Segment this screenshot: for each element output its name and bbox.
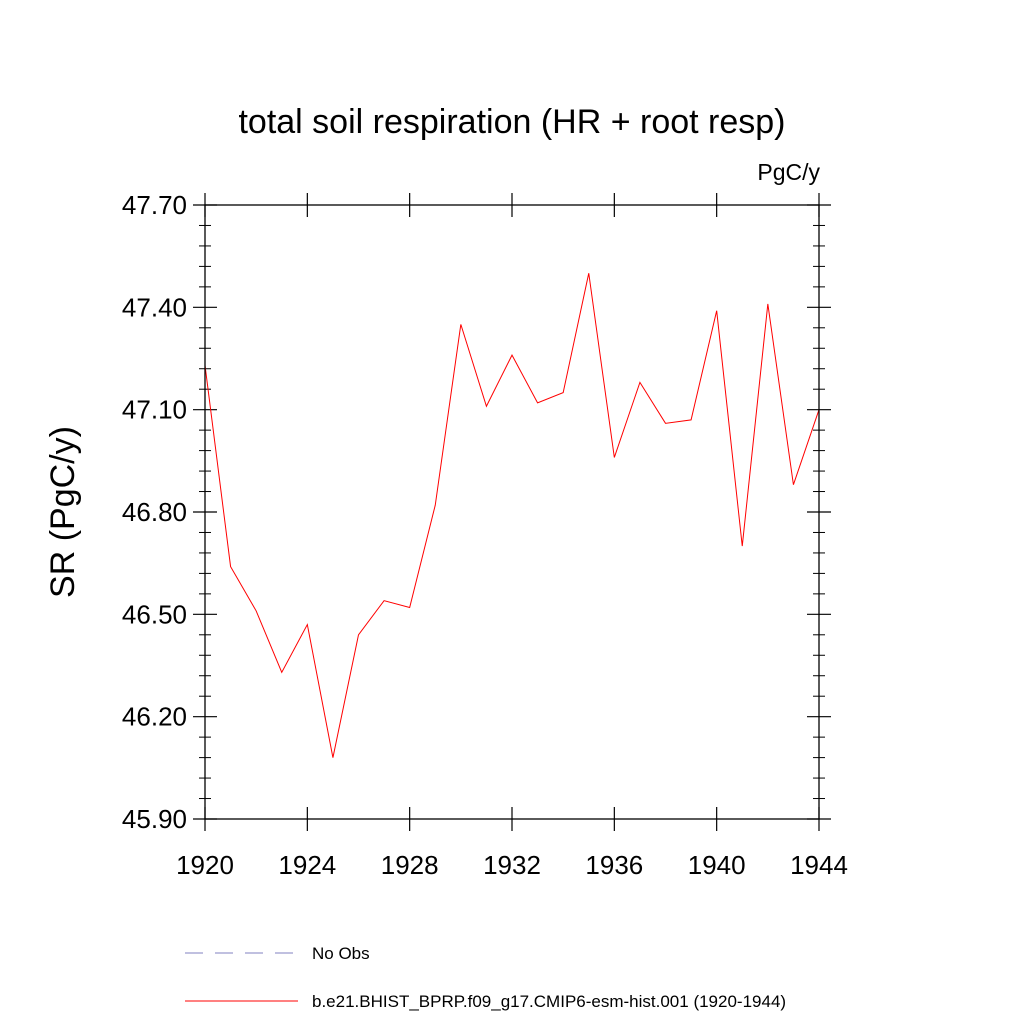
legend: No Obs b.e21.BHIST_BPRP.f09_g17.CMIP6-es… [185,944,786,1011]
x-tick-label: 1932 [483,850,541,880]
y-tick-label: 46.50 [122,599,187,629]
series-layer [204,273,820,758]
y-tick-labels: 45.90 46.20 46.50 46.80 47.10 47.40 47.70 [122,190,187,834]
x-tick-label: 1924 [278,850,336,880]
y-tick-label: 47.10 [122,395,187,425]
y-tick-label: 46.80 [122,497,187,527]
y-tick-label: 45.90 [122,804,187,834]
chart-title: total soil respiration (HR + root resp) [238,103,785,141]
y-tick-label: 46.20 [122,702,187,732]
y-tick-label: 47.40 [122,292,187,322]
legend-label-model-run: b.e21.BHIST_BPRP.f09_g17.CMIP6-esm-hist.… [312,992,786,1011]
x-tick-label: 1928 [381,850,439,880]
plot-frame [204,204,820,820]
y-tick-label: 47.70 [122,190,187,220]
x-tick-label: 1944 [790,850,848,880]
x-tick-label: 1936 [585,850,643,880]
legend-label-no-obs: No Obs [312,944,370,963]
axis-ticks [193,193,831,831]
series-line [204,273,820,758]
x-tick-label: 1940 [688,850,746,880]
x-tick-label: 1920 [176,850,234,880]
y-axis-label: SR (PgC/y) [44,426,82,598]
units-label: PgC/y [757,159,820,185]
x-tick-labels: 1920 1924 1928 1932 1936 1940 1944 [176,850,848,880]
